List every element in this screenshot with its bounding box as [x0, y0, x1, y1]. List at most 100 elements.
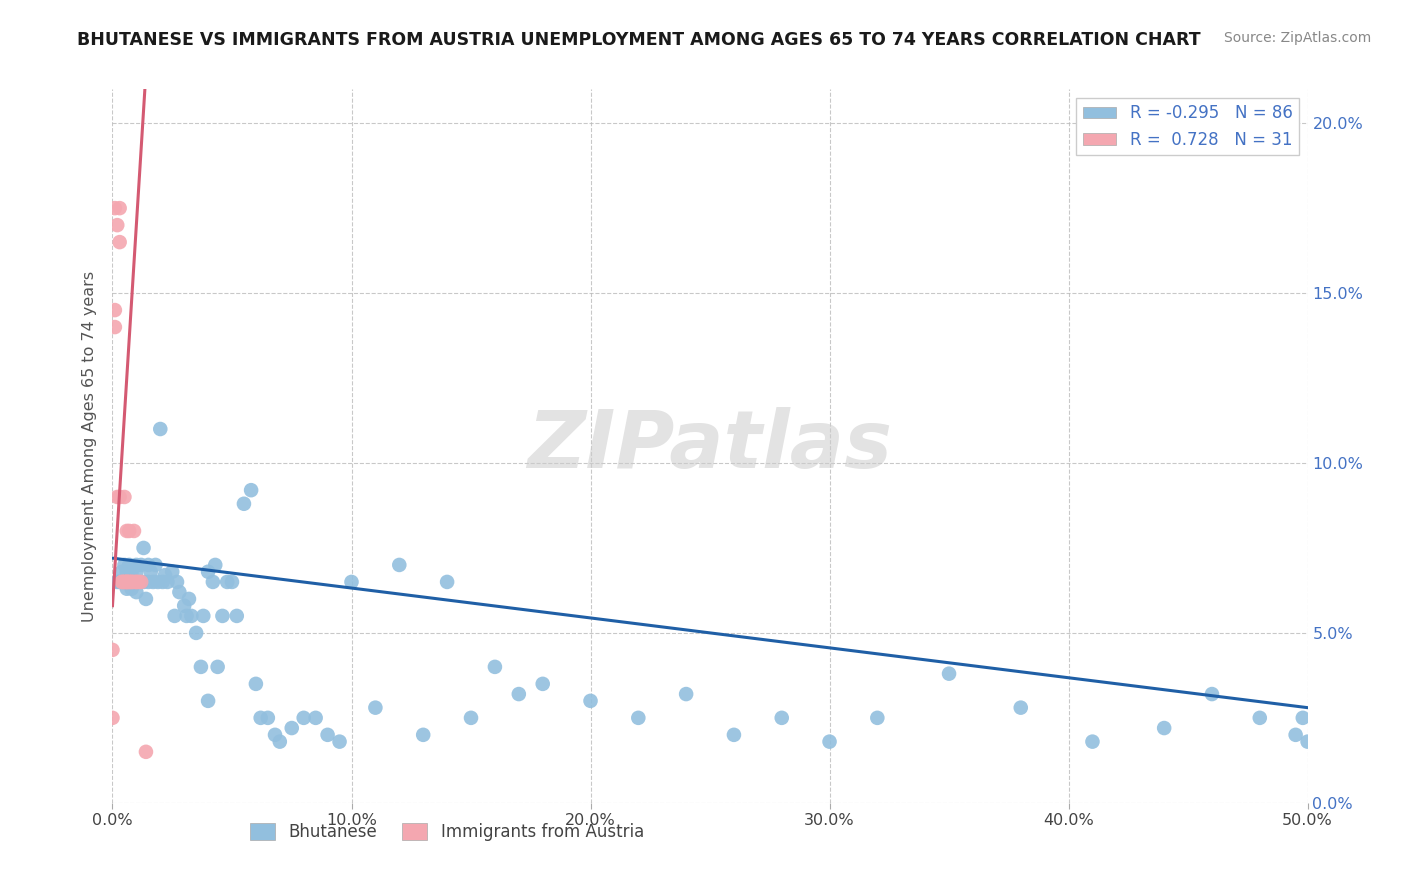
Point [129, 574, 152, 589]
Point [388, 558, 411, 572]
Point [114, 574, 135, 589]
Text: Source: ZipAtlas.com: Source: ZipAtlas.com [1223, 31, 1371, 45]
Point [118, 574, 141, 589]
Point [111, 574, 134, 589]
Point [162, 565, 183, 579]
Point [149, 422, 172, 436]
Point [111, 574, 134, 589]
Point [125, 574, 148, 589]
Point [221, 574, 243, 589]
Point [866, 711, 889, 725]
Point [364, 700, 387, 714]
Point [163, 608, 186, 623]
Point [118, 524, 141, 538]
Point [316, 728, 339, 742]
Point [108, 235, 131, 249]
Point [166, 574, 188, 589]
Point [204, 558, 226, 572]
Point [1153, 721, 1175, 735]
Point [264, 728, 287, 742]
Point [281, 721, 304, 735]
Point [115, 524, 138, 538]
Point [121, 565, 143, 579]
Point [292, 711, 315, 725]
Point [627, 711, 650, 725]
Point [115, 574, 138, 589]
Point [145, 558, 167, 572]
Point [156, 574, 179, 589]
Point [1249, 711, 1271, 725]
Point [675, 687, 697, 701]
Point [197, 565, 219, 579]
Point [436, 574, 458, 589]
Point [329, 734, 352, 748]
Point [125, 574, 148, 589]
Point [115, 582, 138, 596]
Point [508, 687, 530, 701]
Point [579, 694, 602, 708]
Point [138, 558, 160, 572]
Point [190, 660, 212, 674]
Point [233, 497, 256, 511]
Point [125, 558, 148, 572]
Point [105, 218, 128, 232]
Point [180, 608, 202, 623]
Point [125, 585, 148, 599]
Point [1292, 711, 1315, 725]
Point [340, 574, 363, 589]
Point [104, 303, 127, 318]
Point [1010, 700, 1032, 714]
Point [269, 734, 291, 748]
Point [125, 565, 148, 579]
Point [111, 565, 134, 579]
Point [1285, 728, 1308, 742]
Point [173, 599, 195, 613]
Point [770, 711, 793, 725]
Point [121, 582, 143, 596]
Point [108, 201, 131, 215]
Point [138, 574, 160, 589]
Point [257, 711, 280, 725]
Point [225, 608, 247, 623]
Point [108, 490, 131, 504]
Point [142, 574, 165, 589]
Point [169, 585, 191, 599]
Point [118, 574, 141, 589]
Point [121, 574, 143, 589]
Point [217, 574, 239, 589]
Point [122, 574, 145, 589]
Point [132, 574, 155, 589]
Point [115, 574, 138, 589]
Y-axis label: Unemployment Among Ages 65 to 74 years: Unemployment Among Ages 65 to 74 years [82, 270, 97, 622]
Point [135, 745, 157, 759]
Point [118, 574, 141, 589]
Point [531, 677, 554, 691]
Point [104, 320, 127, 334]
Point [152, 574, 174, 589]
Point [118, 558, 141, 572]
Point [245, 677, 267, 691]
Point [101, 643, 124, 657]
Point [201, 574, 224, 589]
Point [1296, 734, 1319, 748]
Point [1081, 734, 1104, 748]
Point [132, 541, 155, 555]
Point [122, 574, 145, 589]
Point [115, 574, 138, 589]
Point [108, 574, 131, 589]
Point [176, 608, 198, 623]
Point [186, 626, 208, 640]
Point [723, 728, 745, 742]
Point [153, 568, 176, 582]
Point [197, 694, 219, 708]
Point [818, 734, 841, 748]
Legend: Bhutanese, Immigrants from Austria: Bhutanese, Immigrants from Austria [243, 816, 651, 848]
Point [240, 483, 263, 498]
Point [105, 574, 128, 589]
Point [193, 608, 215, 623]
Point [412, 728, 434, 742]
Point [249, 711, 271, 725]
Point [128, 574, 150, 589]
Point [1201, 687, 1223, 701]
Point [105, 490, 128, 504]
